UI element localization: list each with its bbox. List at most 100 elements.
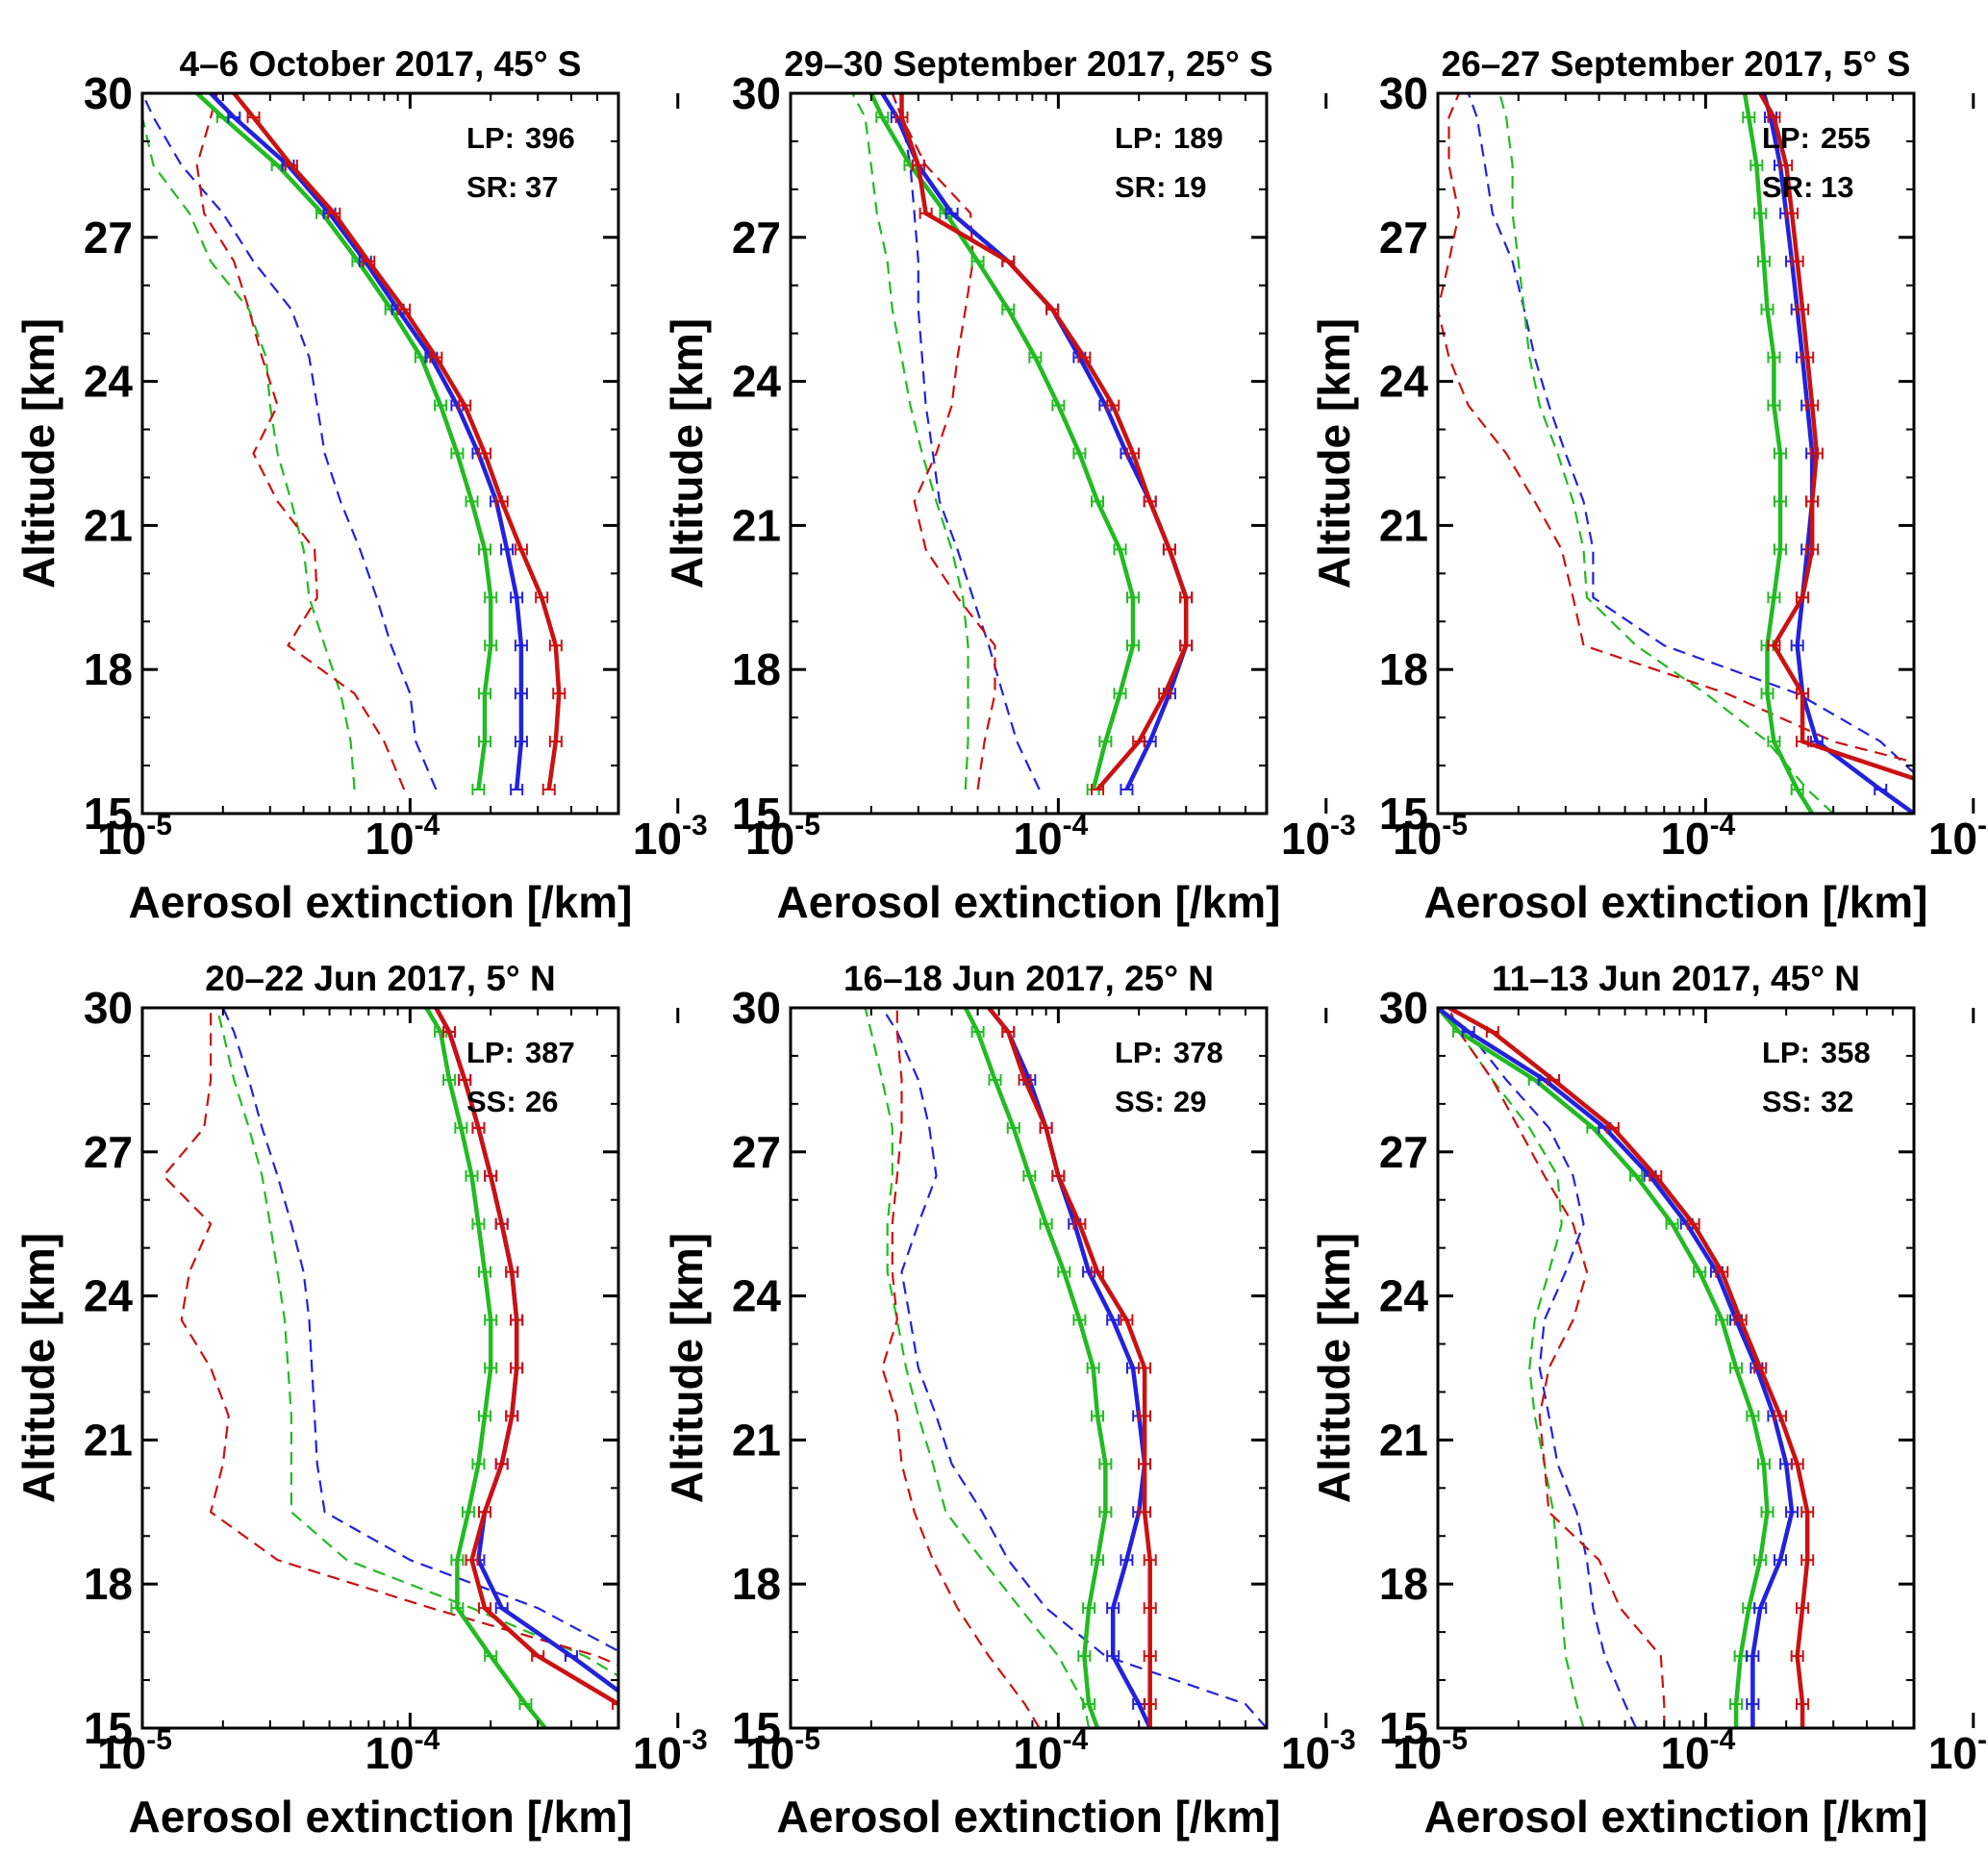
x-tick-label: 10-5	[97, 1724, 172, 1778]
stat-value: 358	[1821, 1036, 1871, 1069]
y-tick-label: 15	[84, 789, 133, 839]
panel-title: 29–30 September 2017, 25° S	[784, 44, 1272, 84]
y-tick-label: 18	[84, 1559, 133, 1609]
dashed-series-line	[1438, 1008, 1585, 1728]
y-tick-label: 15	[84, 1703, 133, 1753]
y-tick-label: 18	[732, 644, 781, 694]
series-group	[162, 1008, 618, 1728]
y-tick-label: 18	[1379, 1559, 1428, 1609]
dashed-series-line	[1438, 93, 1914, 764]
stat-value: 19	[1173, 170, 1206, 204]
dashed-series-line	[195, 93, 406, 790]
x-tick-label: 10-3	[1928, 810, 1988, 864]
plot-frame	[1436, 91, 1916, 815]
y-tick-label: 18	[1379, 644, 1428, 694]
y-tick-label: 21	[84, 500, 133, 550]
stat-label: SS:	[1762, 1085, 1812, 1118]
dashed-series-line	[221, 1008, 618, 1653]
stat-label: SR:	[1762, 170, 1813, 204]
plot-frame	[1436, 1006, 1916, 1730]
panel-4: 20–22 Jun 2017, 5° N 15 18 21 24 27 30 10-5 10-4…	[13, 959, 708, 1842]
dashed-series-line	[1498, 93, 1834, 814]
x-tick-label: 10-4	[365, 810, 440, 864]
stat-label: LP:	[1115, 121, 1163, 155]
y-tick-label: 27	[732, 1127, 781, 1177]
y-tick-label: 18	[84, 644, 133, 694]
y-tick-label: 24	[1379, 357, 1429, 407]
stat-label: SS:	[466, 1085, 516, 1118]
y-tick-label: 30	[732, 983, 781, 1033]
stat-label: LP:	[466, 1036, 515, 1069]
y-axis-label: Altitude [km]	[662, 1233, 712, 1503]
series-group	[1438, 1008, 1815, 1728]
stat-value: 32	[1821, 1085, 1853, 1118]
solid-series-line	[899, 93, 1189, 791]
stat-label: LP:	[1762, 121, 1810, 155]
panel-title: 16–18 Jun 2017, 25° N	[843, 959, 1214, 998]
series-group	[1438, 93, 1914, 814]
x-tick-label: 10-3	[633, 810, 708, 864]
dashed-series-line	[864, 1008, 1091, 1728]
solid-series-line	[232, 93, 562, 790]
dashed-series-line	[215, 1008, 618, 1678]
panel-2: 29–30 September 2017, 25° S 15 18 21 24 27 30 1…	[662, 44, 1356, 927]
series-group	[851, 93, 1194, 796]
dashed-series-line	[162, 1008, 618, 1667]
y-tick-label: 30	[84, 983, 133, 1033]
solid-series-line	[963, 1008, 1108, 1728]
stat-label: SR:	[466, 170, 517, 204]
plot-frame	[140, 91, 620, 815]
x-tick-label: 10-5	[1393, 1724, 1468, 1778]
dashed-series-line	[1438, 1008, 1638, 1728]
x-axis-label: Aerosol extinction [/km]	[129, 1792, 633, 1842]
y-tick-label: 27	[1379, 213, 1428, 263]
y-tick-label: 21	[732, 500, 781, 550]
stat-value: 387	[525, 1036, 575, 1069]
x-tick-label: 10-5	[97, 810, 172, 864]
panel-6: 11–13 Jun 2017, 45° N 15 18 21 24 27 30 10-5 10-…	[1309, 959, 1988, 1842]
stat-value: 378	[1173, 1036, 1223, 1069]
y-tick-label: 27	[1379, 1127, 1428, 1177]
y-tick-label: 15	[1379, 1703, 1428, 1753]
x-tick-label: 10-3	[633, 1724, 708, 1778]
dashed-series-line	[1447, 1008, 1666, 1728]
stat-label: LP:	[1115, 1036, 1163, 1069]
dashed-series-line	[891, 93, 1041, 790]
x-tick-label: 10-5	[1393, 810, 1468, 864]
stat-label: SR:	[1115, 170, 1166, 204]
y-tick-label: 18	[732, 1559, 781, 1609]
x-tick-label: 10-4	[1660, 810, 1735, 864]
plot-frame	[140, 1006, 620, 1730]
panel-title: 4–6 October 2017, 45° S	[180, 44, 582, 84]
y-tick-label: 15	[732, 789, 781, 839]
dashed-series-line	[851, 93, 969, 790]
y-axis-label: Altitude [km]	[662, 318, 712, 589]
y-tick-label: 24	[732, 1271, 782, 1321]
y-tick-label: 15	[1379, 789, 1428, 839]
y-tick-label: 30	[1379, 983, 1428, 1033]
panel-title: 11–13 Jun 2017, 45° N	[1492, 959, 1860, 998]
y-tick-label: 24	[732, 357, 782, 407]
y-tick-label: 15	[732, 1703, 781, 1753]
dashed-series-line	[881, 1008, 1267, 1728]
x-tick-label: 10-5	[745, 810, 820, 864]
x-tick-label: 10-3	[1281, 810, 1356, 864]
panel-1: 4–6 October 2017, 45° S 15 18 21 24 27 30 10-5 1…	[13, 44, 708, 927]
y-tick-label: 24	[84, 1271, 134, 1321]
x-axis-label: Aerosol extinction [/km]	[777, 1792, 1281, 1842]
series-group	[864, 1008, 1267, 1728]
dashed-series-line	[1467, 93, 1914, 775]
y-tick-label: 27	[84, 1127, 133, 1177]
x-tick-label: 10-4	[1660, 1724, 1735, 1778]
panel-3: 26–27 September 2017, 5° S 15 18 21 24 27 30 10…	[1309, 44, 1988, 927]
y-tick-label: 21	[84, 1415, 133, 1465]
x-tick-label: 10-3	[1928, 1724, 1988, 1778]
plot-frame	[789, 91, 1269, 815]
dashed-series-line	[891, 93, 996, 790]
stat-value: 29	[1173, 1085, 1206, 1118]
y-tick-label: 21	[1379, 500, 1428, 550]
stat-value: 189	[1173, 121, 1223, 155]
x-axis-label: Aerosol extinction [/km]	[129, 877, 633, 927]
y-tick-label: 24	[84, 357, 134, 407]
